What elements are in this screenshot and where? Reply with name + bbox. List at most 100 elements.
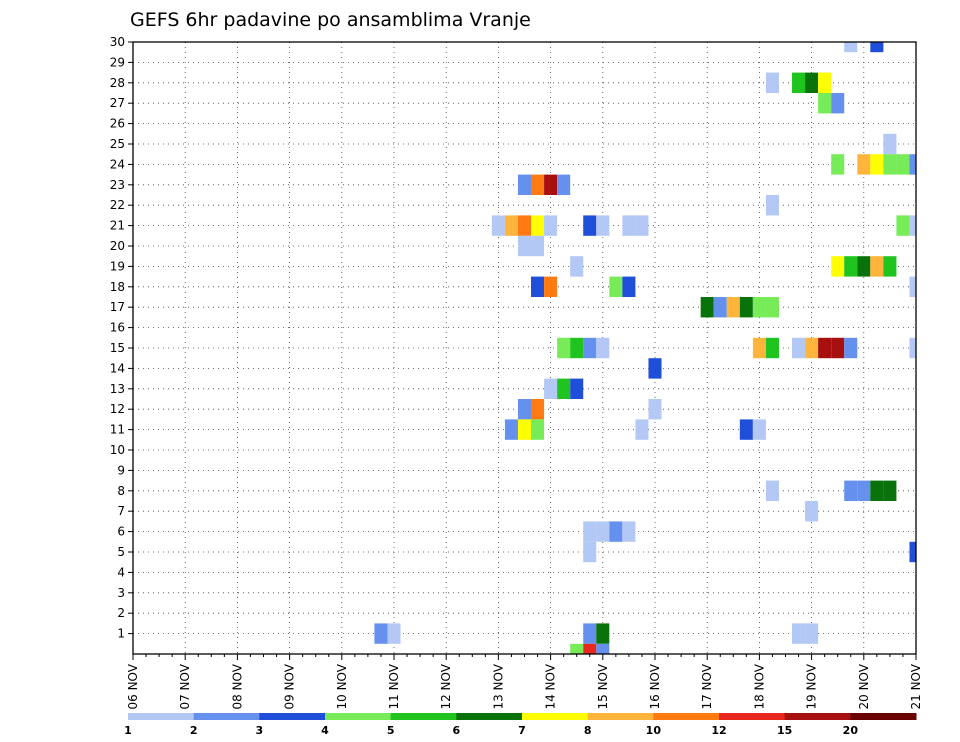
y-tick-label: 12	[110, 402, 125, 416]
y-axis: 1234567891011121314151617181920212223242…	[110, 35, 133, 641]
y-tick-label: 22	[110, 198, 125, 212]
heatmap-cell	[765, 337, 779, 359]
data-cells	[374, 42, 916, 654]
heatmap-cell	[570, 378, 584, 399]
heatmap-cell	[583, 541, 597, 563]
x-tick-label: 08 NOV	[230, 663, 244, 709]
colorbar-label: 15	[777, 724, 792, 737]
heatmap-cell	[857, 480, 871, 501]
heatmap-cell	[883, 256, 897, 277]
heatmap-cell	[857, 154, 871, 175]
heatmap-cell	[831, 337, 845, 359]
heatmap-cell	[844, 42, 858, 53]
heatmap-cell	[531, 174, 545, 195]
heatmap-cell	[570, 643, 584, 654]
heatmap-cell	[909, 154, 916, 175]
colorbar-swatch	[193, 713, 260, 720]
heatmap-cell	[844, 480, 858, 501]
heatmap-cell	[870, 154, 884, 175]
heatmap-cell	[596, 337, 610, 359]
x-tick-label: 20 NOV	[857, 663, 871, 709]
heatmap-cell	[583, 215, 597, 236]
heatmap-cell	[752, 419, 766, 440]
y-tick-label: 3	[117, 586, 125, 600]
colorbar-swatch	[325, 713, 392, 720]
heatmap-cell	[557, 174, 571, 195]
heatmap-cell	[557, 337, 571, 359]
x-tick-label: 19 NOV	[805, 663, 819, 709]
y-tick-label: 8	[117, 484, 125, 498]
y-tick-label: 6	[117, 525, 125, 539]
y-tick-label: 11	[110, 423, 125, 437]
heatmap-cell	[504, 215, 518, 236]
y-tick-label: 9	[117, 463, 125, 477]
heatmap-cell	[792, 337, 806, 359]
y-tick-label: 7	[117, 504, 125, 518]
heatmap-cell	[635, 419, 649, 440]
colorbar-swatch	[653, 713, 720, 720]
x-tick-label: 15 NOV	[596, 663, 610, 709]
colorbar-swatch	[784, 713, 851, 720]
heatmap-cell	[792, 623, 806, 644]
heatmap-cell	[831, 256, 845, 277]
heatmap-cell	[739, 419, 753, 440]
heatmap-cell	[596, 215, 610, 236]
y-tick-label: 19	[110, 259, 125, 273]
heatmap-cell	[818, 72, 832, 93]
heatmap-cell	[596, 623, 610, 644]
colorbar-label: 20	[843, 724, 859, 737]
heatmap-cell	[870, 42, 884, 53]
heatmap-cell	[909, 215, 916, 236]
heatmap-cell	[635, 215, 649, 236]
x-tick-label: 09 NOV	[283, 663, 297, 709]
colorbar-swatch	[259, 713, 326, 720]
y-tick-label: 13	[110, 382, 125, 396]
x-tick-label: 18 NOV	[752, 663, 766, 709]
y-tick-label: 30	[110, 35, 125, 49]
x-tick-label: 14 NOV	[544, 663, 558, 709]
colorbar-label: 6	[453, 724, 461, 737]
colorbar-label: 12	[711, 724, 726, 737]
heatmap-cell	[844, 337, 858, 359]
heatmap-cell	[883, 480, 897, 501]
heatmap-cell	[818, 93, 832, 114]
y-tick-label: 26	[110, 117, 125, 131]
heatmap-cell	[517, 419, 532, 440]
heatmap-cell	[504, 419, 518, 440]
colorbar-swatch	[456, 713, 523, 720]
heatmap-cell	[909, 541, 916, 563]
colorbar-swatch	[587, 713, 654, 720]
heatmap-cell	[583, 643, 597, 654]
heatmap-cell	[648, 358, 662, 379]
colorbar-label: 2	[190, 724, 198, 737]
heatmap-cell	[622, 521, 636, 542]
heatmap-cell	[517, 215, 532, 236]
heatmap-cell	[531, 419, 545, 440]
heatmap-cell	[765, 195, 779, 216]
x-tick-label: 16 NOV	[648, 663, 662, 709]
heatmap-cell	[544, 378, 558, 399]
colorbar-swatch	[719, 713, 786, 720]
heatmap-cell	[374, 623, 388, 644]
colorbar-label: 4	[321, 724, 329, 737]
heatmap-cell	[570, 256, 584, 277]
colorbar-swatch	[850, 713, 917, 720]
heatmap-cell	[805, 337, 819, 359]
heatmap-cell	[544, 276, 558, 297]
heatmap-cell	[596, 643, 610, 654]
heatmap-cell	[857, 256, 871, 277]
y-tick-label: 28	[110, 76, 125, 90]
grid-lines	[133, 42, 916, 654]
y-tick-label: 23	[110, 178, 125, 192]
heatmap-cell	[896, 154, 910, 175]
heatmap-cell	[700, 297, 714, 318]
heatmap-cell	[805, 501, 819, 522]
colorbar-swatch	[390, 713, 457, 720]
y-tick-label: 4	[117, 565, 125, 579]
heatmap-cell	[792, 72, 806, 93]
heatmap-cell	[883, 154, 897, 175]
heatmap-cell	[622, 276, 636, 297]
heatmap-cell	[870, 256, 884, 277]
y-tick-label: 2	[117, 606, 125, 620]
heatmap-cell	[583, 337, 597, 359]
